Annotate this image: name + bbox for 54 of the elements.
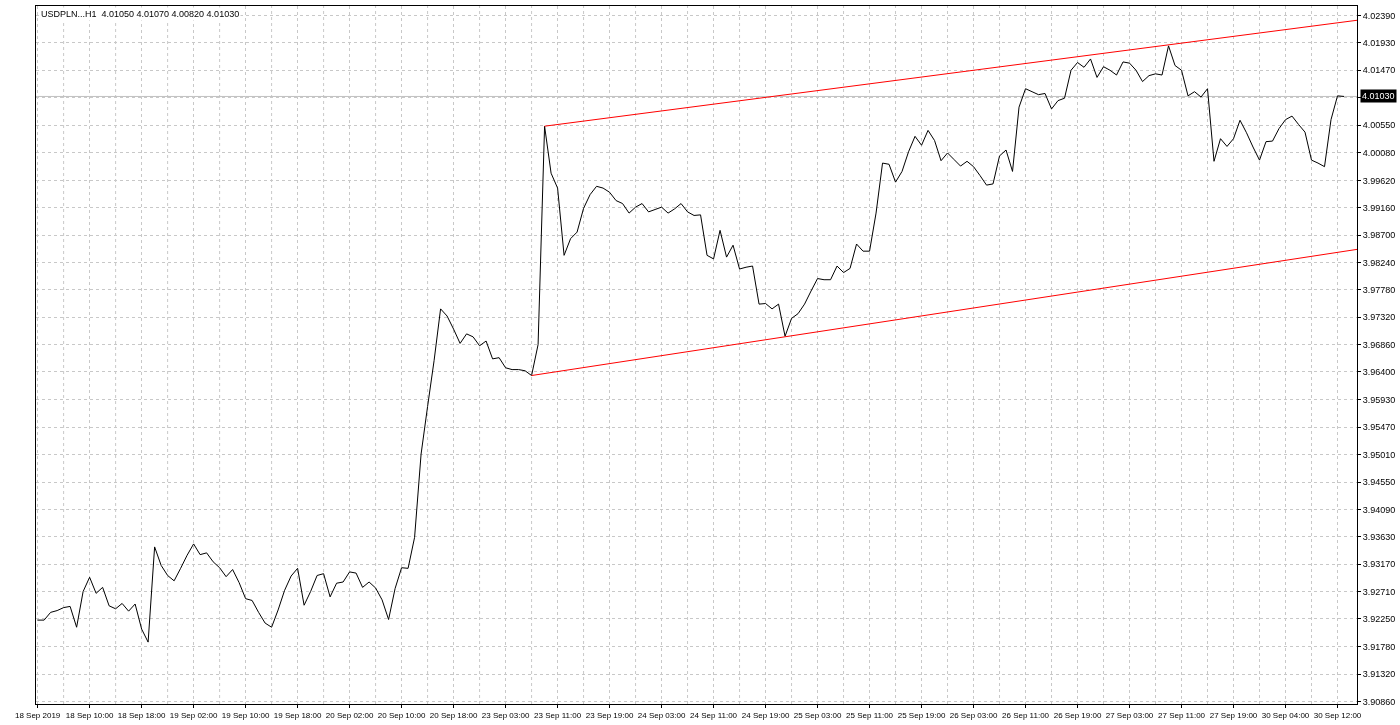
x-tick-label: 18 Sep 2019 [14, 710, 61, 720]
y-tick-label: 4.01930 [1362, 38, 1396, 49]
x-tick-label: 19 Sep 18:00 [273, 710, 322, 720]
y-tick-label: 3.98240 [1362, 257, 1396, 268]
y-tick-label: 3.99160 [1362, 202, 1396, 213]
x-tick-label: 24 Sep 19:00 [741, 710, 790, 720]
x-tick-label: 30 Sep 04:00 [1261, 710, 1310, 720]
y-tick-label: 3.96860 [1362, 339, 1396, 350]
x-tick-label: 20 Sep 02:00 [325, 710, 374, 720]
y-tick-label: 3.95010 [1362, 449, 1396, 460]
x-tick-label: 24 Sep 11:00 [690, 710, 738, 720]
x-tick-label: 27 Sep 03:00 [1105, 710, 1154, 720]
x-tick-label: 23 Sep 11:00 [534, 710, 582, 720]
y-tick-label: 3.92710 [1362, 586, 1396, 597]
x-tick-label: 20 Sep 18:00 [429, 710, 478, 720]
y-tick-label: 3.93630 [1362, 531, 1396, 542]
x-tick-label: 20 Sep 10:00 [377, 710, 426, 720]
y-tick-label: 3.97320 [1362, 312, 1396, 323]
x-tick-label: 19 Sep 02:00 [169, 710, 218, 720]
x-tick-label: 26 Sep 11:00 [1002, 710, 1050, 720]
x-tick-label: 27 Sep 19:00 [1209, 710, 1258, 720]
y-tick-label: 3.93170 [1362, 559, 1396, 570]
line-series [37, 45, 1345, 643]
y-tick-label: 3.91780 [1362, 642, 1396, 653]
x-tick-label: 27 Sep 11:00 [1158, 710, 1206, 720]
x-tick-label: 19 Sep 10:00 [221, 710, 270, 720]
x-tick-label: 25 Sep 19:00 [897, 710, 946, 720]
x-tick-label: 24 Sep 03:00 [637, 710, 686, 720]
y-tick-label: 4.00080 [1362, 148, 1396, 159]
y-tick-label: 3.92250 [1362, 614, 1396, 625]
y-tick-label: 3.95470 [1362, 422, 1396, 433]
x-tick-label: 18 Sep 18:00 [117, 710, 166, 720]
x-tick-label: 30 Sep 12:00 [1313, 710, 1362, 720]
y-tick-label: 3.98700 [1362, 230, 1396, 241]
x-tick-label: 26 Sep 03:00 [949, 710, 998, 720]
x-tick-label: 25 Sep 11:00 [846, 710, 894, 720]
x-tick-label: 23 Sep 03:00 [481, 710, 530, 720]
y-tick-label: 3.91320 [1362, 669, 1396, 680]
x-tick-label: 26 Sep 19:00 [1053, 710, 1102, 720]
chart-title: USDPLN...H1 4.01050 4.01070 4.00820 4.01030 [41, 9, 240, 19]
x-tick-label: 23 Sep 19:00 [585, 710, 634, 720]
y-tick-label: 3.97780 [1362, 284, 1396, 295]
y-tick-label: 3.94090 [1362, 504, 1396, 515]
y-tick-label: 4.01470 [1362, 65, 1396, 76]
y-tick-label: 3.90860 [1362, 696, 1396, 707]
y-tick-label: 3.96400 [1362, 367, 1396, 378]
y-tick-label: 3.99620 [1362, 175, 1396, 186]
x-tick-label: 25 Sep 03:00 [793, 710, 842, 720]
x-tick-label: 18 Sep 10:00 [65, 710, 114, 720]
y-tick-label: 4.02390 [1362, 10, 1396, 21]
y-tick-label: 3.94550 [1362, 477, 1396, 488]
ref-line-label: 4.01030 [1362, 91, 1395, 101]
y-tick-label: 4.00550 [1362, 120, 1396, 131]
y-tick-label: 3.95930 [1362, 395, 1396, 406]
